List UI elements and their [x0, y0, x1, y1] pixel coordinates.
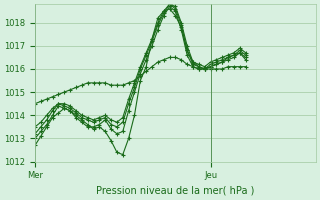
X-axis label: Pression niveau de la mer( hPa ): Pression niveau de la mer( hPa ) — [96, 186, 255, 196]
